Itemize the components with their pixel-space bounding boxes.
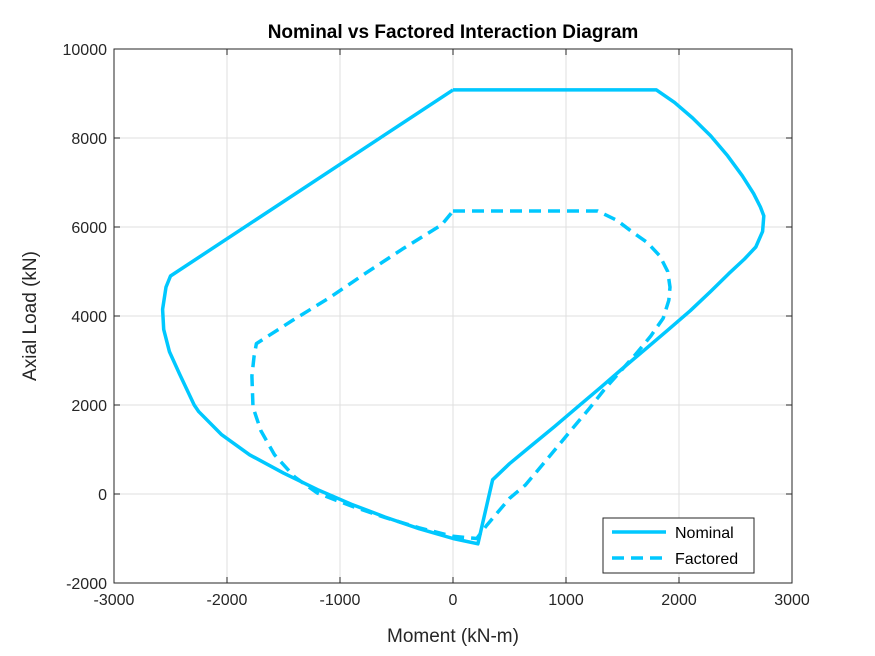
legend-label-nominal: Nominal [675, 525, 734, 542]
y-tick-label: 0 [98, 487, 107, 504]
y-axis-label: Axial Load (kN) [20, 251, 41, 381]
x-tick-label: 1000 [548, 592, 584, 609]
x-tick-label: 3000 [774, 592, 810, 609]
y-tick-label: 2000 [71, 398, 107, 415]
y-tick-label: 10000 [63, 42, 108, 59]
y-ticks: -2000 0 2000 4000 6000 8000 10000 [63, 42, 792, 593]
y-tick-label: 6000 [71, 220, 107, 237]
series-line-nominal [160, 88, 766, 546]
x-tick-label: -2000 [207, 592, 248, 609]
legend-box [602, 517, 755, 574]
series-line-factored [250, 209, 672, 541]
x-tick-label: 2000 [661, 592, 697, 609]
chart-title: Nominal vs Factored Interaction Diagram [268, 22, 639, 43]
x-tick-label: -1000 [320, 592, 361, 609]
series-layer [160, 88, 766, 546]
y-tick-label: -2000 [66, 576, 107, 593]
x-tick-label: -3000 [94, 592, 135, 609]
horizontal-gridlines [114, 137, 792, 495]
x-tick-label: 0 [449, 592, 458, 609]
y-tick-label: 8000 [71, 131, 107, 148]
legend: Nominal Factored [602, 517, 755, 574]
x-ticks: -3000 -2000 -1000 0 1000 2000 3000 [94, 49, 810, 609]
x-axis-label: Moment (kN-m) [387, 626, 519, 647]
legend-label-factored: Factored [675, 551, 738, 568]
y-tick-label: 4000 [71, 309, 107, 326]
